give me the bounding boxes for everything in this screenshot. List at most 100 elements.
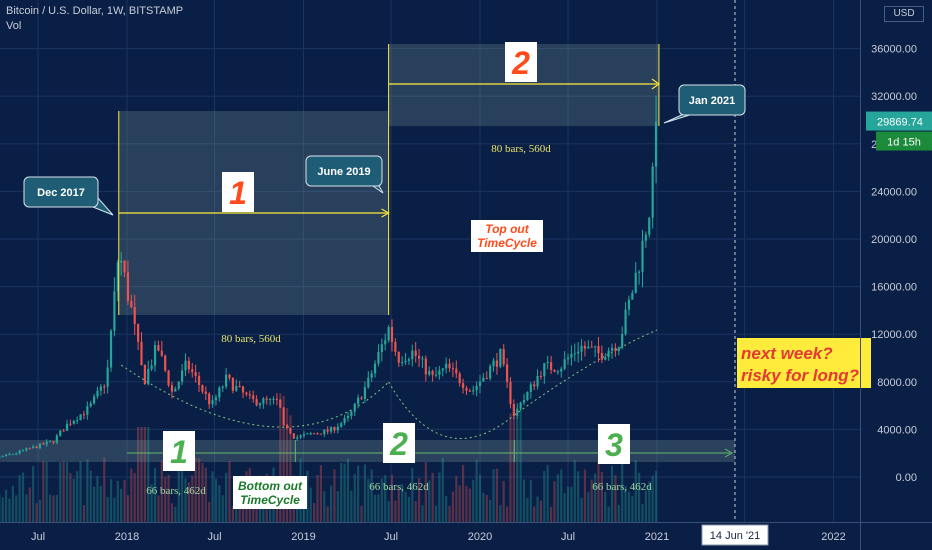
candle-body — [208, 393, 211, 405]
volume-bar — [194, 457, 197, 522]
volume-bar — [170, 503, 174, 522]
volume-bar — [451, 491, 455, 522]
volume-bar — [48, 494, 52, 522]
volume-bar — [109, 479, 113, 522]
candle-body — [526, 392, 529, 400]
candle-body — [529, 384, 532, 393]
volume-bar — [533, 506, 536, 522]
candle-body — [600, 353, 603, 360]
candle-body — [109, 330, 113, 368]
candle-body — [556, 371, 559, 373]
volume-bar — [607, 506, 610, 522]
bars-label-top-1: 80 bars, 560d — [221, 333, 281, 345]
volume-bar — [25, 494, 28, 522]
candle-body — [319, 433, 322, 435]
volume-bar — [363, 464, 367, 522]
volume-bar — [634, 459, 637, 522]
volume-bar — [536, 496, 539, 522]
candle-body — [560, 368, 563, 372]
candle-body — [468, 390, 471, 392]
candle-body — [89, 403, 92, 407]
candle-body — [373, 363, 377, 374]
volume-bar — [377, 494, 380, 522]
volume-bar — [621, 458, 624, 522]
candle-body — [143, 365, 146, 385]
candle-body — [577, 351, 580, 354]
cycle-top-number-2: 2 — [511, 45, 530, 81]
volume-bar — [313, 503, 316, 522]
candle-body — [533, 384, 536, 387]
candle-body — [245, 392, 248, 395]
callout-june2019-box — [305, 155, 383, 187]
candle-body — [292, 433, 295, 439]
volume-bar — [336, 491, 339, 522]
candle-body — [380, 344, 383, 353]
candle-body — [621, 334, 624, 348]
currency-label[interactable]: USD — [884, 6, 924, 22]
candle-body — [502, 349, 505, 365]
cycle-1-arrowhead — [381, 208, 390, 218]
candle-body — [28, 448, 31, 450]
volume-bar — [397, 488, 400, 522]
candle-body — [123, 260, 126, 273]
candles — [0, 95, 658, 458]
candle-body — [302, 434, 306, 436]
candle-body — [539, 375, 543, 377]
volume-bar — [401, 484, 404, 522]
candle-body — [587, 346, 590, 349]
volume-bar — [96, 475, 99, 522]
cycle-curves — [120, 329, 658, 439]
volume-bar — [52, 495, 55, 522]
volume-bar — [126, 495, 130, 522]
volume-bar — [191, 475, 194, 522]
candle-body — [536, 375, 539, 387]
volume-indicator-label: Vol — [6, 20, 22, 32]
candle-body — [170, 385, 174, 392]
volume-bar — [380, 478, 383, 522]
candle-body — [59, 430, 62, 436]
volume-bar — [62, 461, 65, 522]
volume-bar — [316, 475, 319, 522]
candle-body — [252, 395, 255, 400]
cycle-top-number-1-box — [222, 172, 254, 212]
bars-label-top-2: 80 bars, 560d — [491, 143, 551, 155]
volume-bar — [651, 475, 654, 522]
candle-body — [133, 307, 136, 324]
candle-body — [614, 347, 617, 352]
candle-body — [76, 420, 79, 422]
candle-body — [570, 353, 573, 358]
volume-bar — [390, 474, 394, 522]
time-tick-label: Jul — [384, 531, 398, 543]
candle-body — [25, 448, 28, 451]
candle-body — [417, 355, 421, 359]
candle-body — [99, 386, 102, 391]
volume-bar — [553, 481, 556, 522]
volume-bar — [573, 460, 576, 522]
callout-jan2021[interactable]: Jan 2021 — [689, 95, 735, 107]
cycle-bottom-number-1-box — [163, 431, 195, 471]
callout-dec2017[interactable]: Dec 2017 — [37, 187, 85, 199]
cycle-2-arrowhead — [651, 78, 660, 90]
volume-bar — [228, 460, 231, 522]
volume-bar — [624, 485, 627, 522]
volume-bar — [45, 461, 48, 522]
volume-bar — [353, 474, 356, 522]
callout-june2019[interactable]: June 2019 — [317, 166, 370, 178]
volume-bar — [550, 506, 553, 522]
volume-bar — [373, 494, 377, 522]
candle-body — [516, 408, 519, 417]
cycle-bottom-number-3: 3 — [605, 427, 623, 463]
candle-body — [35, 446, 38, 449]
cycle-top-number-2-box — [505, 42, 537, 82]
time-cursor-label: 14 Jun '21 — [710, 530, 760, 542]
candle-body — [103, 386, 106, 388]
volume-bar — [438, 472, 441, 522]
candle-body — [489, 366, 492, 379]
candle-body — [654, 121, 658, 167]
candle-body — [272, 398, 275, 400]
volume-bar — [289, 415, 292, 522]
candle-body — [214, 397, 218, 401]
volume-bar — [120, 488, 123, 522]
volume-bar — [357, 465, 360, 522]
